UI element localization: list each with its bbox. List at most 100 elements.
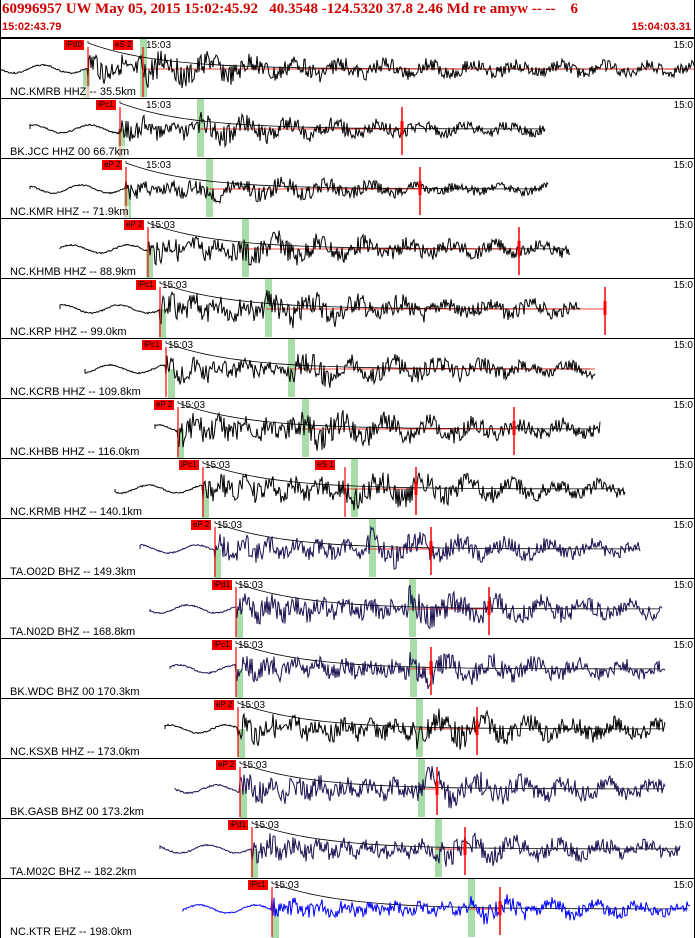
p-pick-label[interactable]: iPd0 — [64, 40, 85, 50]
p-window-band — [240, 789, 247, 818]
waveform — [154, 410, 601, 451]
coda-end-tick — [512, 421, 516, 435]
seismogram-trace[interactable]: eP 2 15:03 15:0 NC.KHBB HHZ -- 116.0km — [0, 398, 695, 458]
minute-marker-label: 15:03 — [238, 580, 264, 591]
p-window-band — [202, 489, 209, 518]
station-label: TA.N02D BHZ -- 168.8km — [10, 626, 136, 638]
p-window-band — [236, 669, 243, 698]
p-pick-label[interactable]: iPc1 — [96, 100, 116, 110]
waveform — [29, 112, 546, 149]
p-pick-label[interactable]: eP 2 — [191, 520, 212, 530]
right-time-label: 15:0 — [673, 280, 693, 291]
p-window-band — [236, 609, 243, 638]
seismogram-trace[interactable]: iPc1 15:03 15:0 NC.KRP HHZ -- 99.0km — [0, 278, 695, 338]
p-pick-label[interactable]: iPc1 — [142, 340, 162, 350]
station-label: NC.KCRB HHZ -- 109.8km — [10, 386, 141, 398]
seismogram-trace[interactable]: eP 2 15:03 15:0 NC.KSXB HHZ -- 173.0km — [0, 698, 695, 758]
waveform — [59, 230, 571, 266]
coda-curve — [119, 101, 544, 130]
p-pick-label[interactable]: eP 2 — [102, 160, 123, 170]
waveform — [164, 708, 666, 750]
p-pick-label[interactable]: eP 2 — [124, 220, 145, 230]
p-window-band — [118, 129, 125, 158]
p-pick-label[interactable]: iPd1 — [228, 820, 249, 830]
end-time: 15:04:03.31 — [631, 21, 691, 33]
coda-end-tick — [414, 481, 418, 495]
header-bar: 60996957 UW May 05, 2015 15:02:45.92 40.… — [0, 0, 695, 38]
p-pick-label[interactable]: iPc1 — [212, 640, 232, 650]
station-label: NC.KTR EHZ -- 198.0km — [10, 926, 132, 938]
p-window-band — [146, 249, 153, 278]
station-label: NC.KRMB HHZ -- 140.1km — [10, 506, 143, 518]
trace-plot — [159, 819, 681, 878]
coda-end-tick — [475, 721, 479, 735]
seismogram-trace[interactable]: iPc1 15:03 15:0 NC.KTR EHZ -- 198.0km — [0, 878, 695, 938]
trace-plot — [164, 699, 666, 758]
trace-plot — [169, 639, 666, 698]
right-time-label: 15:0 — [673, 700, 693, 711]
seismogram-trace[interactable]: iPc1 eS 1 15:03 15:0 NC.KRMB HHZ -- 140.1km — [0, 458, 695, 518]
seismogram-trace[interactable]: eP 2 15:03 15:0 TA.O02D BHZ -- 149.3km — [0, 518, 695, 578]
s-window-band — [435, 819, 442, 877]
coda-curve — [159, 281, 576, 310]
waveform — [59, 289, 581, 329]
p-window-band — [251, 849, 258, 878]
station-label: NC.KMR HHZ -- 71.9km — [10, 206, 129, 218]
seismogram-trace[interactable]: iPd1 15:03 15:0 TA.M02C BHZ -- 182.2km — [0, 818, 695, 878]
coda-end-tick — [400, 121, 404, 135]
s-pick-label[interactable]: eS 2 — [113, 40, 134, 50]
s-window-band — [265, 279, 272, 337]
coda-end-tick — [517, 241, 521, 255]
right-time-label: 15:0 — [673, 580, 693, 591]
station-label: NC.KRP HHZ -- 99.0km — [10, 326, 127, 338]
p-window-band — [159, 309, 166, 338]
trace-plot — [154, 399, 601, 458]
trace-plot — [59, 279, 607, 338]
p-pick-label[interactable]: iPc1 — [136, 280, 156, 290]
station-label: NC.KHMB HHZ -- 88.9km — [10, 266, 136, 278]
trace-plot — [182, 879, 691, 938]
p-pick-label[interactable]: iPd1 — [212, 580, 233, 590]
waveform — [182, 894, 691, 925]
waveform — [29, 176, 549, 205]
coda-end-tick — [418, 181, 422, 195]
seismogram-trace[interactable]: iPc1 15:03 15:0 BK.JCC HHZ 00 66.7km — [0, 98, 695, 158]
seismogram-trace[interactable]: eP 2 15:03 15:0 NC.KHMB HHZ -- 88.9km — [0, 218, 695, 278]
seismogram-trace[interactable]: eP 2 15:03 15:0 NC.KMR HHZ -- 71.9km — [0, 158, 695, 218]
minute-marker-label: 15:03 — [238, 640, 264, 651]
p-pick-label[interactable]: eP 2 — [216, 760, 237, 770]
right-time-label: 15:0 — [673, 880, 693, 891]
p-pick-label[interactable]: eP 2 — [214, 700, 235, 710]
s-window-band — [206, 159, 213, 217]
seismogram-trace[interactable]: iPc1 15:03 15:0 BK.WDC BHZ 00 170.3km — [0, 638, 695, 698]
station-label: BK.WDC BHZ 00 170.3km — [10, 686, 140, 698]
minute-marker-label: 15:03 — [146, 40, 172, 51]
p-pick-label[interactable]: iPc1 — [179, 460, 199, 470]
trace-panel: iPd0 eS 2 15:03 15:0 NC.KMRB HHZ -- 35.5km iP… — [0, 38, 695, 938]
trace-plot — [59, 219, 571, 278]
right-time-label: 15:0 — [673, 100, 693, 111]
left-border — [0, 0, 1, 938]
p-window-band — [168, 369, 175, 398]
waveform — [159, 832, 681, 867]
trace-plot — [139, 519, 641, 578]
waveform — [169, 651, 666, 690]
trace-plot — [84, 339, 596, 398]
coda-end-tick — [498, 901, 502, 915]
coda-curve — [165, 341, 590, 370]
right-time-label: 15:0 — [673, 520, 693, 531]
minute-marker-label: 15:03 — [180, 400, 206, 411]
coda-end-tick — [435, 781, 439, 795]
seismogram-trace[interactable]: iPd1 15:03 15:0 TA.N02D BHZ -- 168.8km — [0, 578, 695, 638]
s-pick-label[interactable]: eS 1 — [315, 460, 336, 470]
minute-marker-label: 15:03 — [240, 700, 266, 711]
seismogram-trace[interactable]: iPc1 15:03 15:0 NC.KCRB HHZ -- 109.8km — [0, 338, 695, 398]
p-pick-label[interactable]: iPc1 — [248, 880, 268, 890]
p-pick-label[interactable]: eP 2 — [154, 400, 175, 410]
right-time-label: 15:0 — [673, 760, 693, 771]
seismogram-trace[interactable]: iPd0 eS 2 15:03 15:0 NC.KMRB HHZ -- 35.5km — [0, 38, 695, 98]
right-time-label: 15:0 — [673, 220, 693, 231]
seismogram-trace[interactable]: eP 2 15:03 15:0 BK.GASB BHZ 00 173.2km — [0, 758, 695, 818]
right-time-label: 15:0 — [673, 820, 693, 831]
p-window-band — [214, 549, 221, 578]
